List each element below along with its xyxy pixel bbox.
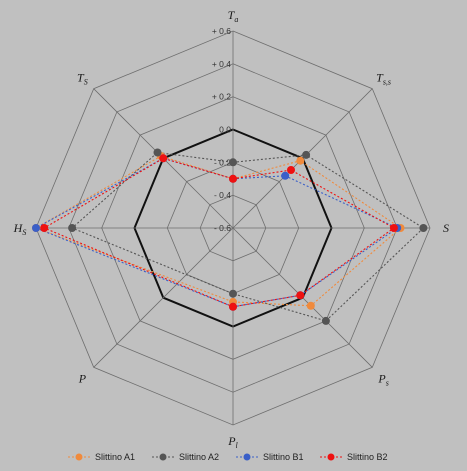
legend-label: Slittino A1 [95,452,135,462]
series-point [321,316,330,325]
legend-label: Slittino B2 [347,452,388,462]
series-point [153,148,162,157]
axis-labels: Ta Ts,s S Ps Pl P HS TS [13,8,449,450]
series-point [296,291,305,300]
axis-label-subscript: s [386,379,389,388]
series-point [229,174,237,183]
series-point [287,166,295,174]
legend: Slittino A1 Slittino A2 Slittino B1 Slittin… [68,452,388,462]
axis-label-subscript: S [22,228,26,237]
tick-label: + 0.2 [212,92,231,102]
series-point [229,289,237,298]
axis-label: P [78,372,87,386]
tick-labels: - 0.6 - 0.4 - 0.2 0.0 + 0.2 + 0.4 + 0.6 [212,26,231,233]
tick-label: - 0.4 [214,190,231,200]
series-point [32,224,40,232]
series-point [40,224,49,232]
series-point [159,154,168,163]
series-point [419,224,428,232]
tick-label: 0.0 [219,125,231,135]
grid-layer [35,30,431,426]
legend-marker [243,453,251,461]
axis-spoke [93,227,234,368]
axis-label: HS [13,221,27,237]
legend-label: Slittino A2 [179,452,219,462]
series-point [306,301,315,310]
series-line [71,151,425,322]
tick-label: + 0.6 [212,26,231,36]
tick-label: + 0.4 [212,59,231,69]
axis-label: Ts,s [376,70,391,86]
axis-label: Pl [227,434,238,450]
series-line [34,155,402,307]
legend-marker [75,453,83,461]
axis-label-subscript: s,s [383,77,391,86]
series-point [229,158,237,167]
tick-label: - 0.6 [214,223,231,233]
legend-marker [327,453,335,461]
series-layer [32,148,428,325]
axis-label-subscript: S [84,77,88,86]
axis-label-subscript: a [234,15,238,24]
series-point [229,302,237,311]
legend-marker [159,453,167,461]
axis-label: Ps [377,372,388,388]
axis-label: Ta [228,8,239,24]
axis-label: S [443,221,449,235]
series-point [302,150,311,159]
series-point [296,156,305,165]
axis-label: TS [77,70,88,86]
axis-label-subscript: l [236,441,239,450]
legend-label: Slittino B1 [263,452,304,462]
series-point [389,224,398,232]
series-line [34,157,399,308]
tick-label: - 0.2 [214,157,231,167]
series-point [68,224,77,232]
series-point [281,171,290,180]
